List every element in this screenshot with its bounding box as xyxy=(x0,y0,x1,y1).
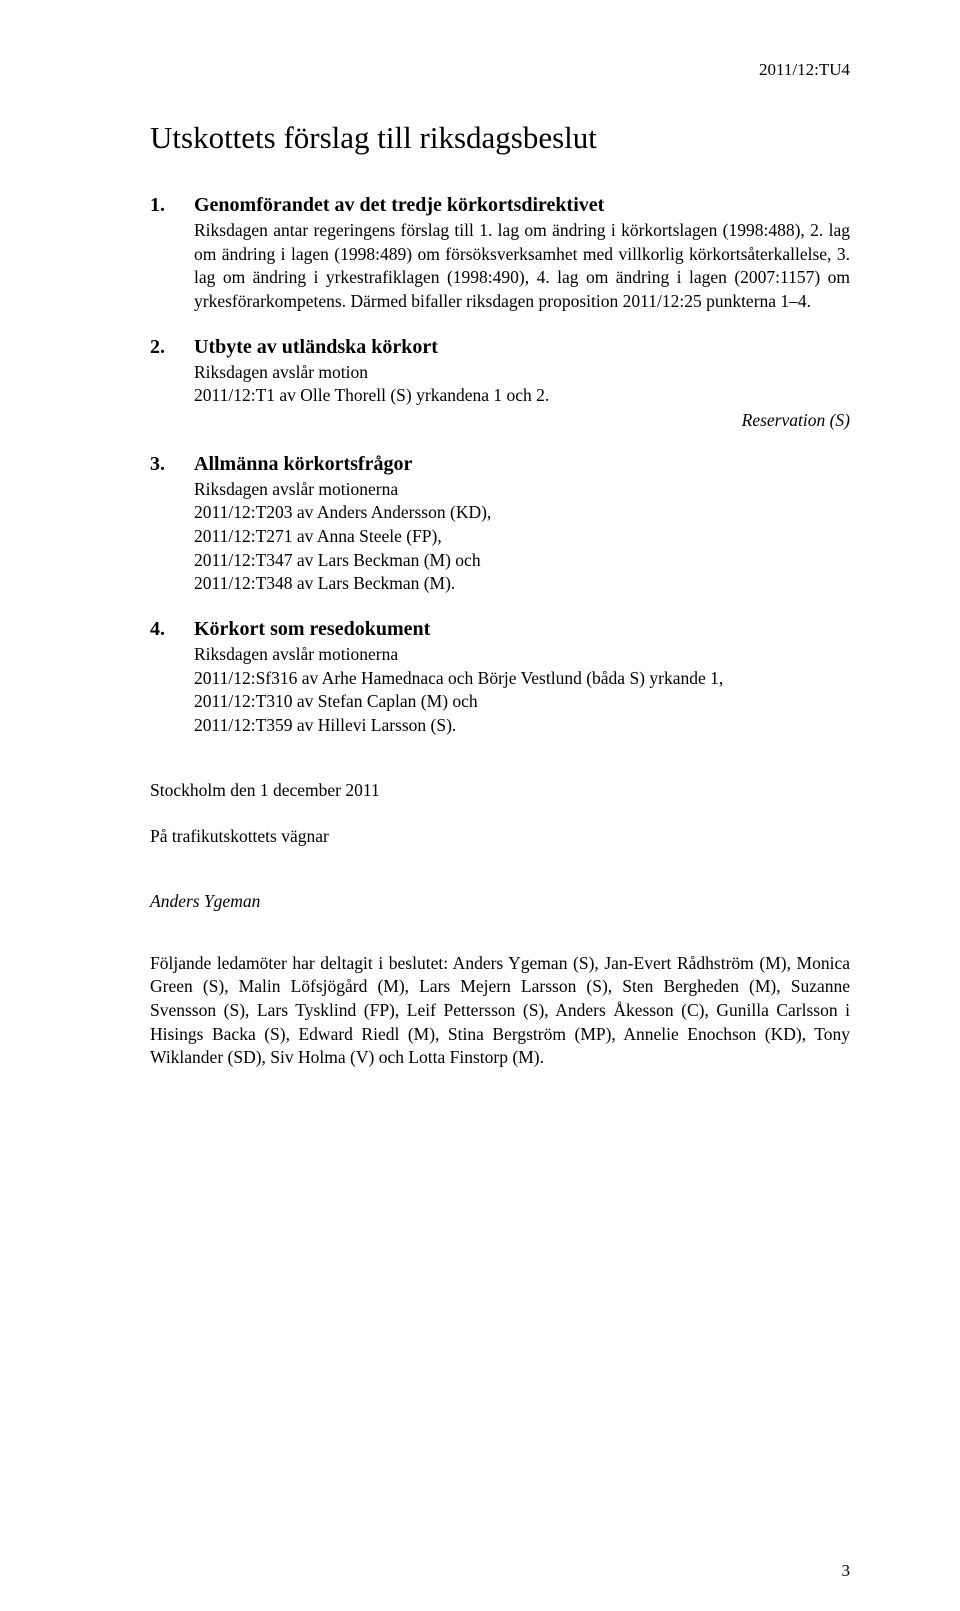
item-number: 2. xyxy=(150,336,194,359)
document-page: 2011/12:TU4 Utskottets förslag till riks… xyxy=(0,0,960,1611)
item-heading: 1. Genomförandet av det tredje körkortsd… xyxy=(150,194,850,217)
item-number: 3. xyxy=(150,453,194,476)
members-paragraph: Följande ledamöter har deltagit i beslut… xyxy=(150,952,850,1070)
header-reference: 2011/12:TU4 xyxy=(150,60,850,80)
proposal-item: 3. Allmänna körkortsfrågor Riksdagen avs… xyxy=(150,453,850,596)
item-heading: 2. Utbyte av utländska körkort xyxy=(150,336,850,359)
item-title: Körkort som resedokument xyxy=(194,618,430,641)
item-heading: 4. Körkort som resedokument xyxy=(150,618,850,641)
proposal-item: 4. Körkort som resedokument Riksdagen av… xyxy=(150,618,850,738)
item-title: Allmänna körkortsfrågor xyxy=(194,453,412,476)
proposal-item: 2. Utbyte av utländska körkort Riksdagen… xyxy=(150,336,850,431)
item-title: Genomförandet av det tredje körkortsdire… xyxy=(194,194,604,217)
item-body: Riksdagen antar regeringens förslag till… xyxy=(194,219,850,314)
item-heading: 3. Allmänna körkortsfrågor xyxy=(150,453,850,476)
item-body: Riksdagen avslår motionerna 2011/12:T203… xyxy=(194,478,850,596)
item-title: Utbyte av utländska körkort xyxy=(194,336,438,359)
item-number: 4. xyxy=(150,618,194,641)
behalf-line: På trafikutskottets vägnar xyxy=(150,825,850,849)
item-body: Riksdagen avslår motion 2011/12:T1 av Ol… xyxy=(194,361,850,408)
reservation-note: Reservation (S) xyxy=(150,410,850,431)
signatory-name: Anders Ygeman xyxy=(150,891,850,912)
date-line: Stockholm den 1 december 2011 xyxy=(150,779,850,803)
page-number: 3 xyxy=(842,1561,851,1581)
item-number: 1. xyxy=(150,194,194,217)
proposal-item: 1. Genomförandet av det tredje körkortsd… xyxy=(150,194,850,314)
page-title: Utskottets förslag till riksdagsbeslut xyxy=(150,120,850,156)
item-body: Riksdagen avslår motionerna 2011/12:Sf31… xyxy=(194,643,850,738)
